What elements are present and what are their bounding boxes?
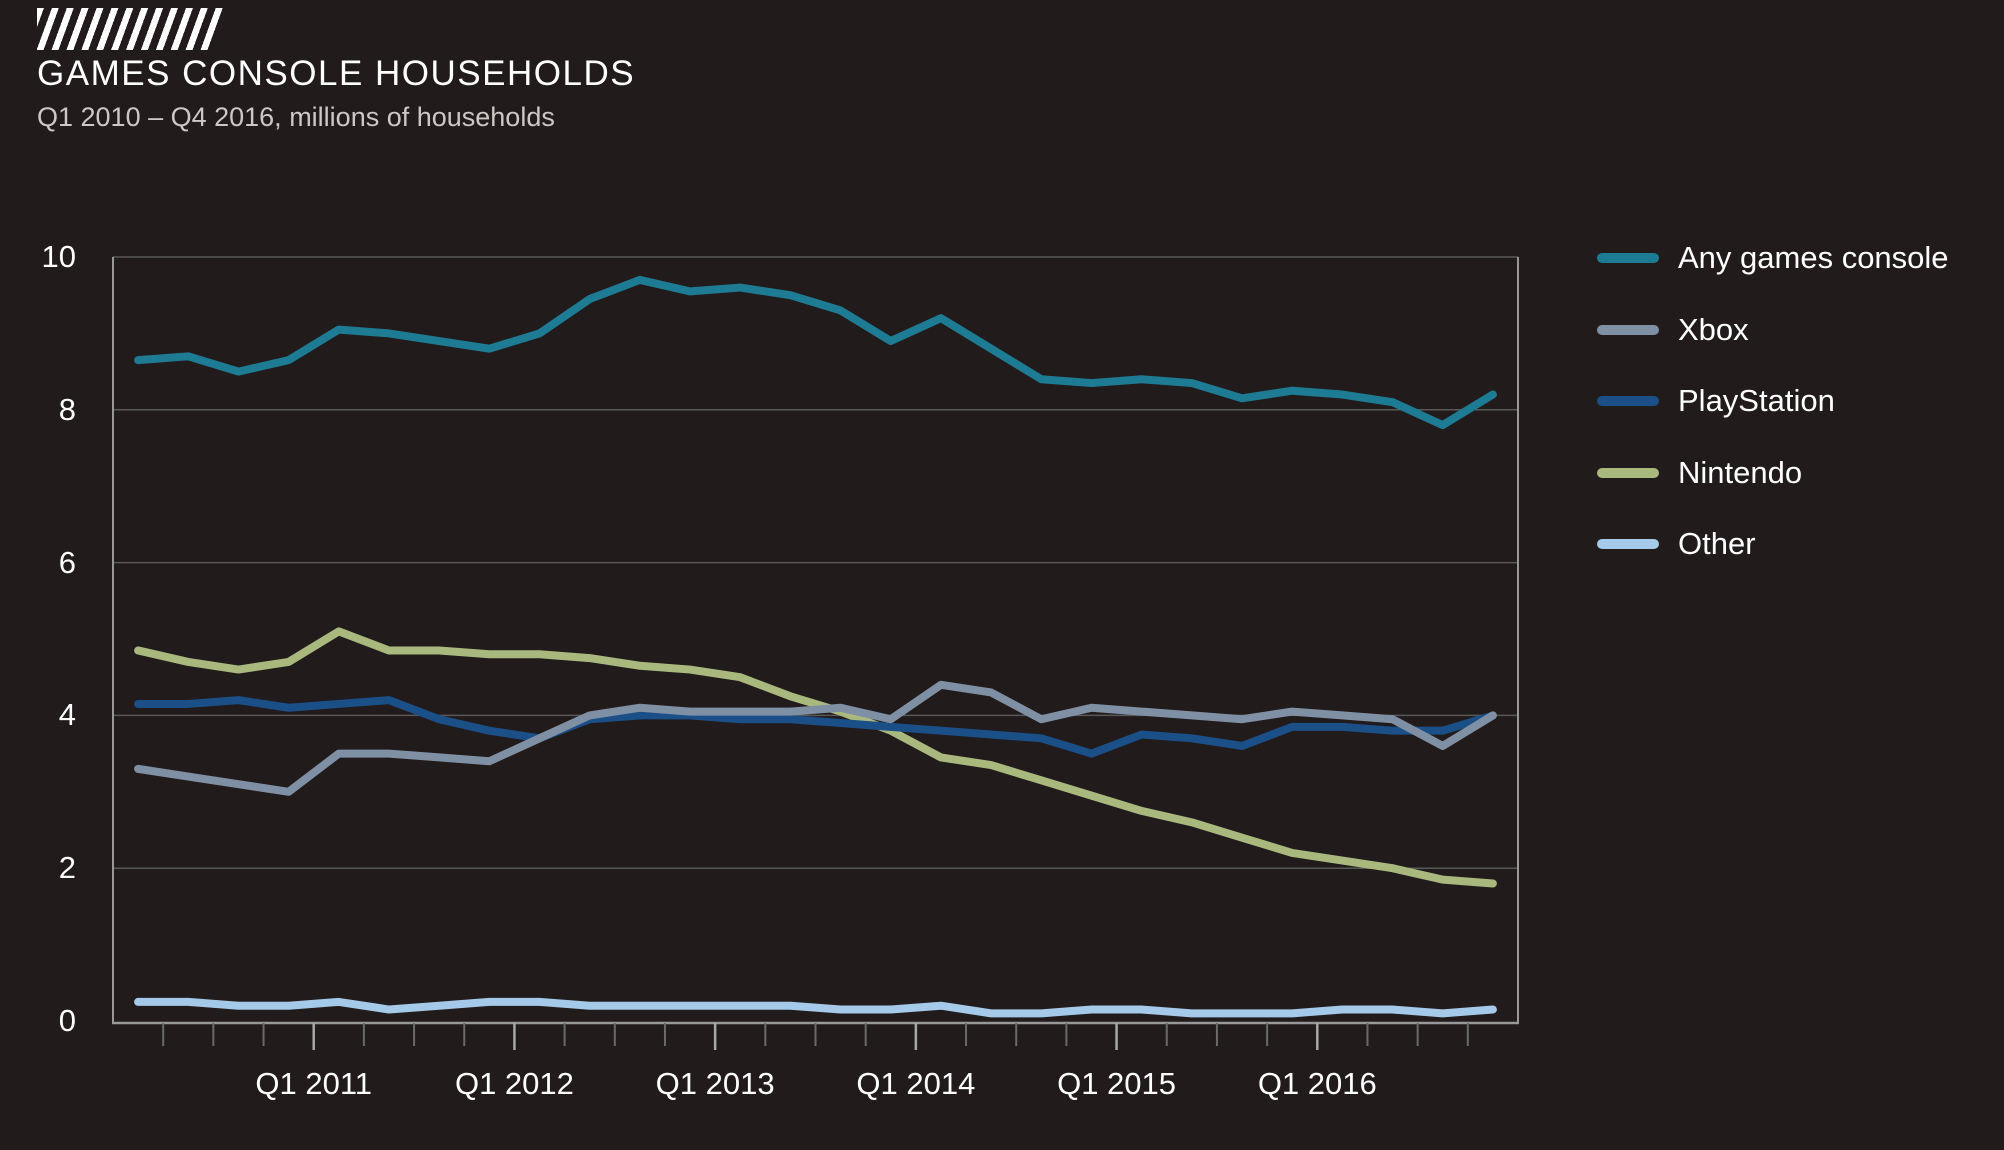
legend-label-nintendo: Nintendo bbox=[1678, 454, 1803, 490]
legend-label-playstation: PlayStation bbox=[1678, 383, 1835, 418]
line-playstation bbox=[134, 696, 1497, 758]
y-axis-label-0: 0 bbox=[58, 1003, 76, 1038]
x-axis-label-q1-2012: Q1 2012 bbox=[454, 1066, 574, 1101]
legend-item-playstation: PlayStation bbox=[1597, 379, 1835, 423]
legend-label-other: Other bbox=[1678, 526, 1756, 561]
y-axis-label-8: 8 bbox=[58, 391, 76, 427]
page-subtitle: Q1 2010 – Q4 2016, millions of household… bbox=[37, 102, 555, 132]
line-nintendo bbox=[134, 627, 1497, 888]
legend-swatch-nintendo bbox=[1597, 467, 1659, 478]
hatched-stripes-logo bbox=[37, 8, 223, 50]
y-axis-label-6: 6 bbox=[58, 544, 76, 580]
line-other bbox=[134, 997, 1497, 1018]
legend-item-any-games-console: Any games console bbox=[1597, 236, 1949, 280]
page-title: GAMES CONSOLE HOUSEHOLDS bbox=[37, 54, 636, 93]
x-axis-label-q1-2015: Q1 2015 bbox=[1057, 1066, 1177, 1101]
legend-swatch-other bbox=[1597, 539, 1659, 549]
y-axis-label-4: 4 bbox=[58, 697, 76, 733]
y-axis-label-10: 10 bbox=[41, 239, 76, 274]
legend-swatch-playstation bbox=[1597, 396, 1659, 406]
x-axis-label-q1-2011: Q1 2011 bbox=[255, 1066, 373, 1101]
legend-item-nintendo: Nintendo bbox=[1597, 451, 1802, 495]
x-axis-label-q1-2014: Q1 2014 bbox=[856, 1066, 976, 1101]
line-xbox bbox=[134, 680, 1497, 796]
legend-item-other: Other bbox=[1597, 522, 1756, 566]
y-axis-label-2: 2 bbox=[58, 850, 76, 886]
legend-swatch-any-games-console bbox=[1597, 253, 1659, 263]
legend-label-xbox: Xbox bbox=[1678, 311, 1749, 347]
line-any-games-console bbox=[134, 275, 1497, 430]
x-axis-label-q1-2016: Q1 2016 bbox=[1257, 1066, 1377, 1101]
legend-label-any-games-console: Any games console bbox=[1678, 240, 1949, 275]
legend-swatch-xbox bbox=[1597, 324, 1659, 335]
legend-item-xbox: Xbox bbox=[1597, 308, 1749, 352]
x-axis-label-q1-2013: Q1 2013 bbox=[655, 1066, 775, 1101]
